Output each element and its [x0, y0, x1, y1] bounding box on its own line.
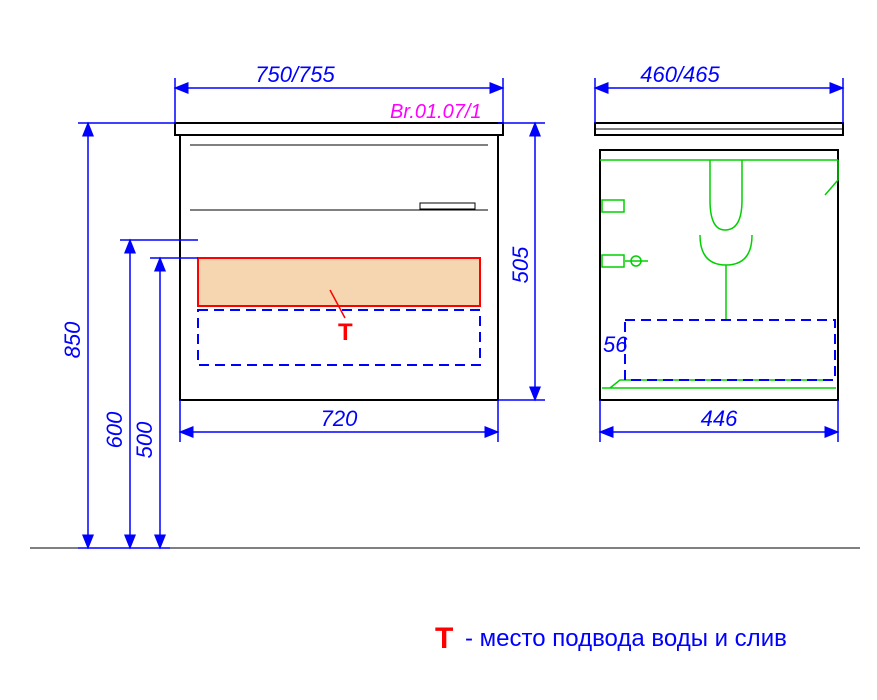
- legend: T - место подвода воды и слив: [435, 622, 787, 655]
- dim-side-small: 56: [603, 332, 628, 357]
- legend-text: - место подвода воды и слив: [465, 625, 787, 652]
- dim-500: 500: [132, 421, 157, 458]
- side-view: 56 460/465 446: [595, 62, 843, 442]
- legend-marker: T: [435, 622, 453, 655]
- front-view: T 750/755 Br.01.07/1 720 505: [175, 62, 545, 442]
- technical-drawing: T 750/755 Br.01.07/1 720 505: [0, 0, 877, 700]
- dim-front-top: 750/755: [255, 62, 335, 87]
- dim-850: 850: [60, 321, 85, 358]
- dim-600: 600: [102, 411, 127, 448]
- part-number: Br.01.07/1: [390, 101, 482, 123]
- dim-front-height: 505: [508, 246, 533, 283]
- t-marker-front: T: [338, 319, 353, 346]
- dim-side-top: 460/465: [640, 62, 720, 87]
- left-dimensions: 850 600 500: [60, 123, 198, 548]
- dim-front-bottom: 720: [321, 406, 358, 431]
- dim-side-bottom: 446: [701, 406, 738, 431]
